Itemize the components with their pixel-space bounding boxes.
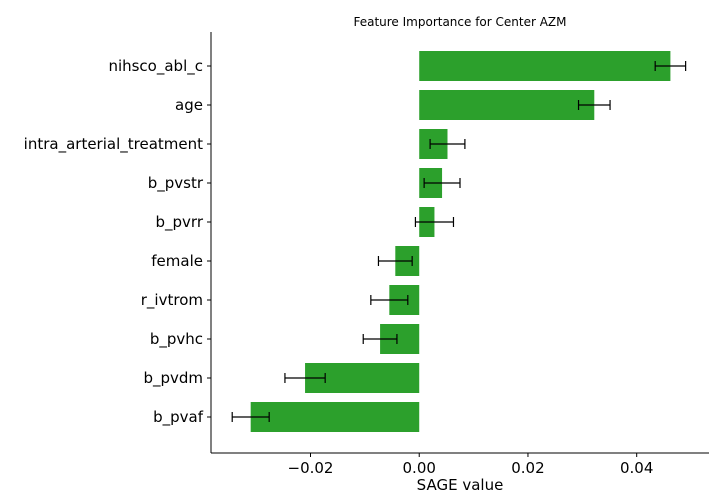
error-bar-r_ivtrom	[370, 295, 409, 305]
y-tick-label: female	[151, 252, 203, 270]
chart-title: Feature Importance for Center AZM	[353, 15, 566, 29]
error-bar-nihsco_abl_c	[654, 61, 687, 71]
bar-nihsco_abl_c	[419, 51, 671, 81]
x-tick-label: −0.02	[288, 459, 334, 477]
x-tick-label: 0.04	[620, 459, 653, 477]
error-bar-b_pvrr	[414, 217, 455, 227]
x-tick-label: 0.00	[403, 459, 436, 477]
error-bars-group	[231, 61, 687, 422]
error-bar-age	[577, 100, 611, 110]
x-tick-label: 0.02	[511, 459, 544, 477]
x-ticks-group: −0.02 0.00 0.02 0.04	[288, 453, 653, 477]
bar-b_pvaf	[250, 402, 420, 432]
error-bar-b_pvdm	[284, 373, 326, 383]
bars-group	[250, 51, 671, 432]
y-tick-label: nihsco_abl_c	[108, 57, 203, 76]
y-tick-label: age	[175, 96, 203, 114]
y-tick-label: b_pvaf	[153, 408, 204, 427]
x-axis-label: SAGE value	[417, 476, 504, 494]
error-bar-b_pvaf	[231, 412, 270, 422]
y-tick-label: r_ivtrom	[141, 291, 203, 310]
y-tick-label: intra_arterial_treatment	[24, 135, 203, 154]
bar-age	[419, 90, 595, 120]
error-bar-female	[377, 256, 413, 266]
y-tick-label: b_pvhc	[150, 330, 203, 349]
error-bar-b_pvstr	[423, 178, 461, 188]
y-tick-label: b_pvdm	[143, 369, 203, 388]
y-tick-label: b_pvstr	[148, 174, 204, 193]
y-tick-label: b_pvrr	[156, 213, 204, 232]
error-bar-b_pvhc	[362, 334, 398, 344]
error-bar-intra_arterial_treatment	[429, 139, 466, 149]
